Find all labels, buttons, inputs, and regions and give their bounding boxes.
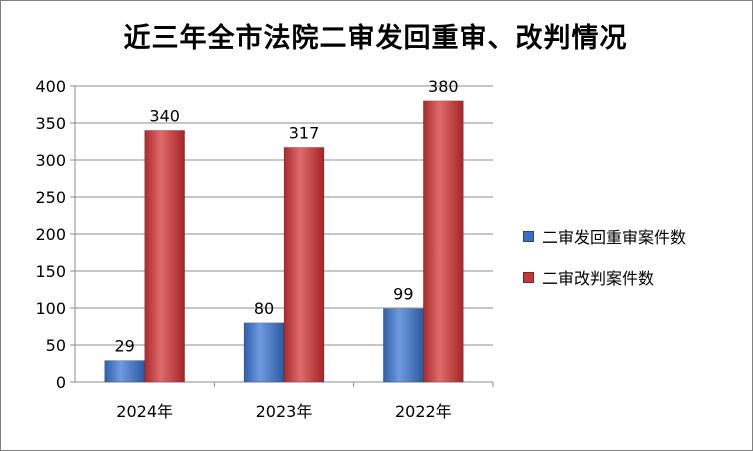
bar (144, 130, 185, 383)
bar (283, 147, 325, 383)
data-label: 340 (149, 106, 180, 125)
legend-label: 二审发回重审案件数 (542, 228, 687, 247)
bar (243, 322, 285, 383)
x-tick-label: 2022年 (395, 402, 452, 421)
y-tick-label: 50 (46, 336, 66, 355)
x-tick-label: 2024年 (116, 402, 173, 421)
y-tick-label: 350 (35, 114, 66, 133)
data-label: 317 (289, 123, 320, 142)
y-tick-label: 0 (56, 373, 66, 392)
legend-swatch (523, 271, 534, 283)
data-label: 29 (114, 337, 134, 356)
bar (423, 100, 464, 383)
y-tick-label: 100 (35, 299, 66, 318)
legend: 二审发回重审案件数 二审改判案件数 (523, 226, 686, 308)
bar (104, 360, 145, 383)
y-tick-label: 200 (35, 225, 66, 244)
legend-label: 二审改判案件数 (542, 269, 655, 288)
data-label: 80 (254, 299, 274, 318)
chart-title: 近三年全市法院二审发回重审、改判情况 (123, 23, 628, 54)
y-tick-label: 150 (35, 262, 66, 281)
data-label: 99 (393, 285, 413, 304)
data-label: 380 (428, 77, 459, 96)
y-tick-label: 300 (35, 151, 66, 170)
y-tick-label: 400 (35, 77, 66, 96)
legend-swatch (523, 230, 534, 242)
bar (383, 308, 424, 383)
x-tick-label: 2023年 (256, 402, 313, 421)
legend-item: 二审改判案件数 (523, 267, 686, 288)
y-tick-label: 250 (35, 188, 66, 207)
legend-item: 二审发回重审案件数 (523, 226, 687, 247)
